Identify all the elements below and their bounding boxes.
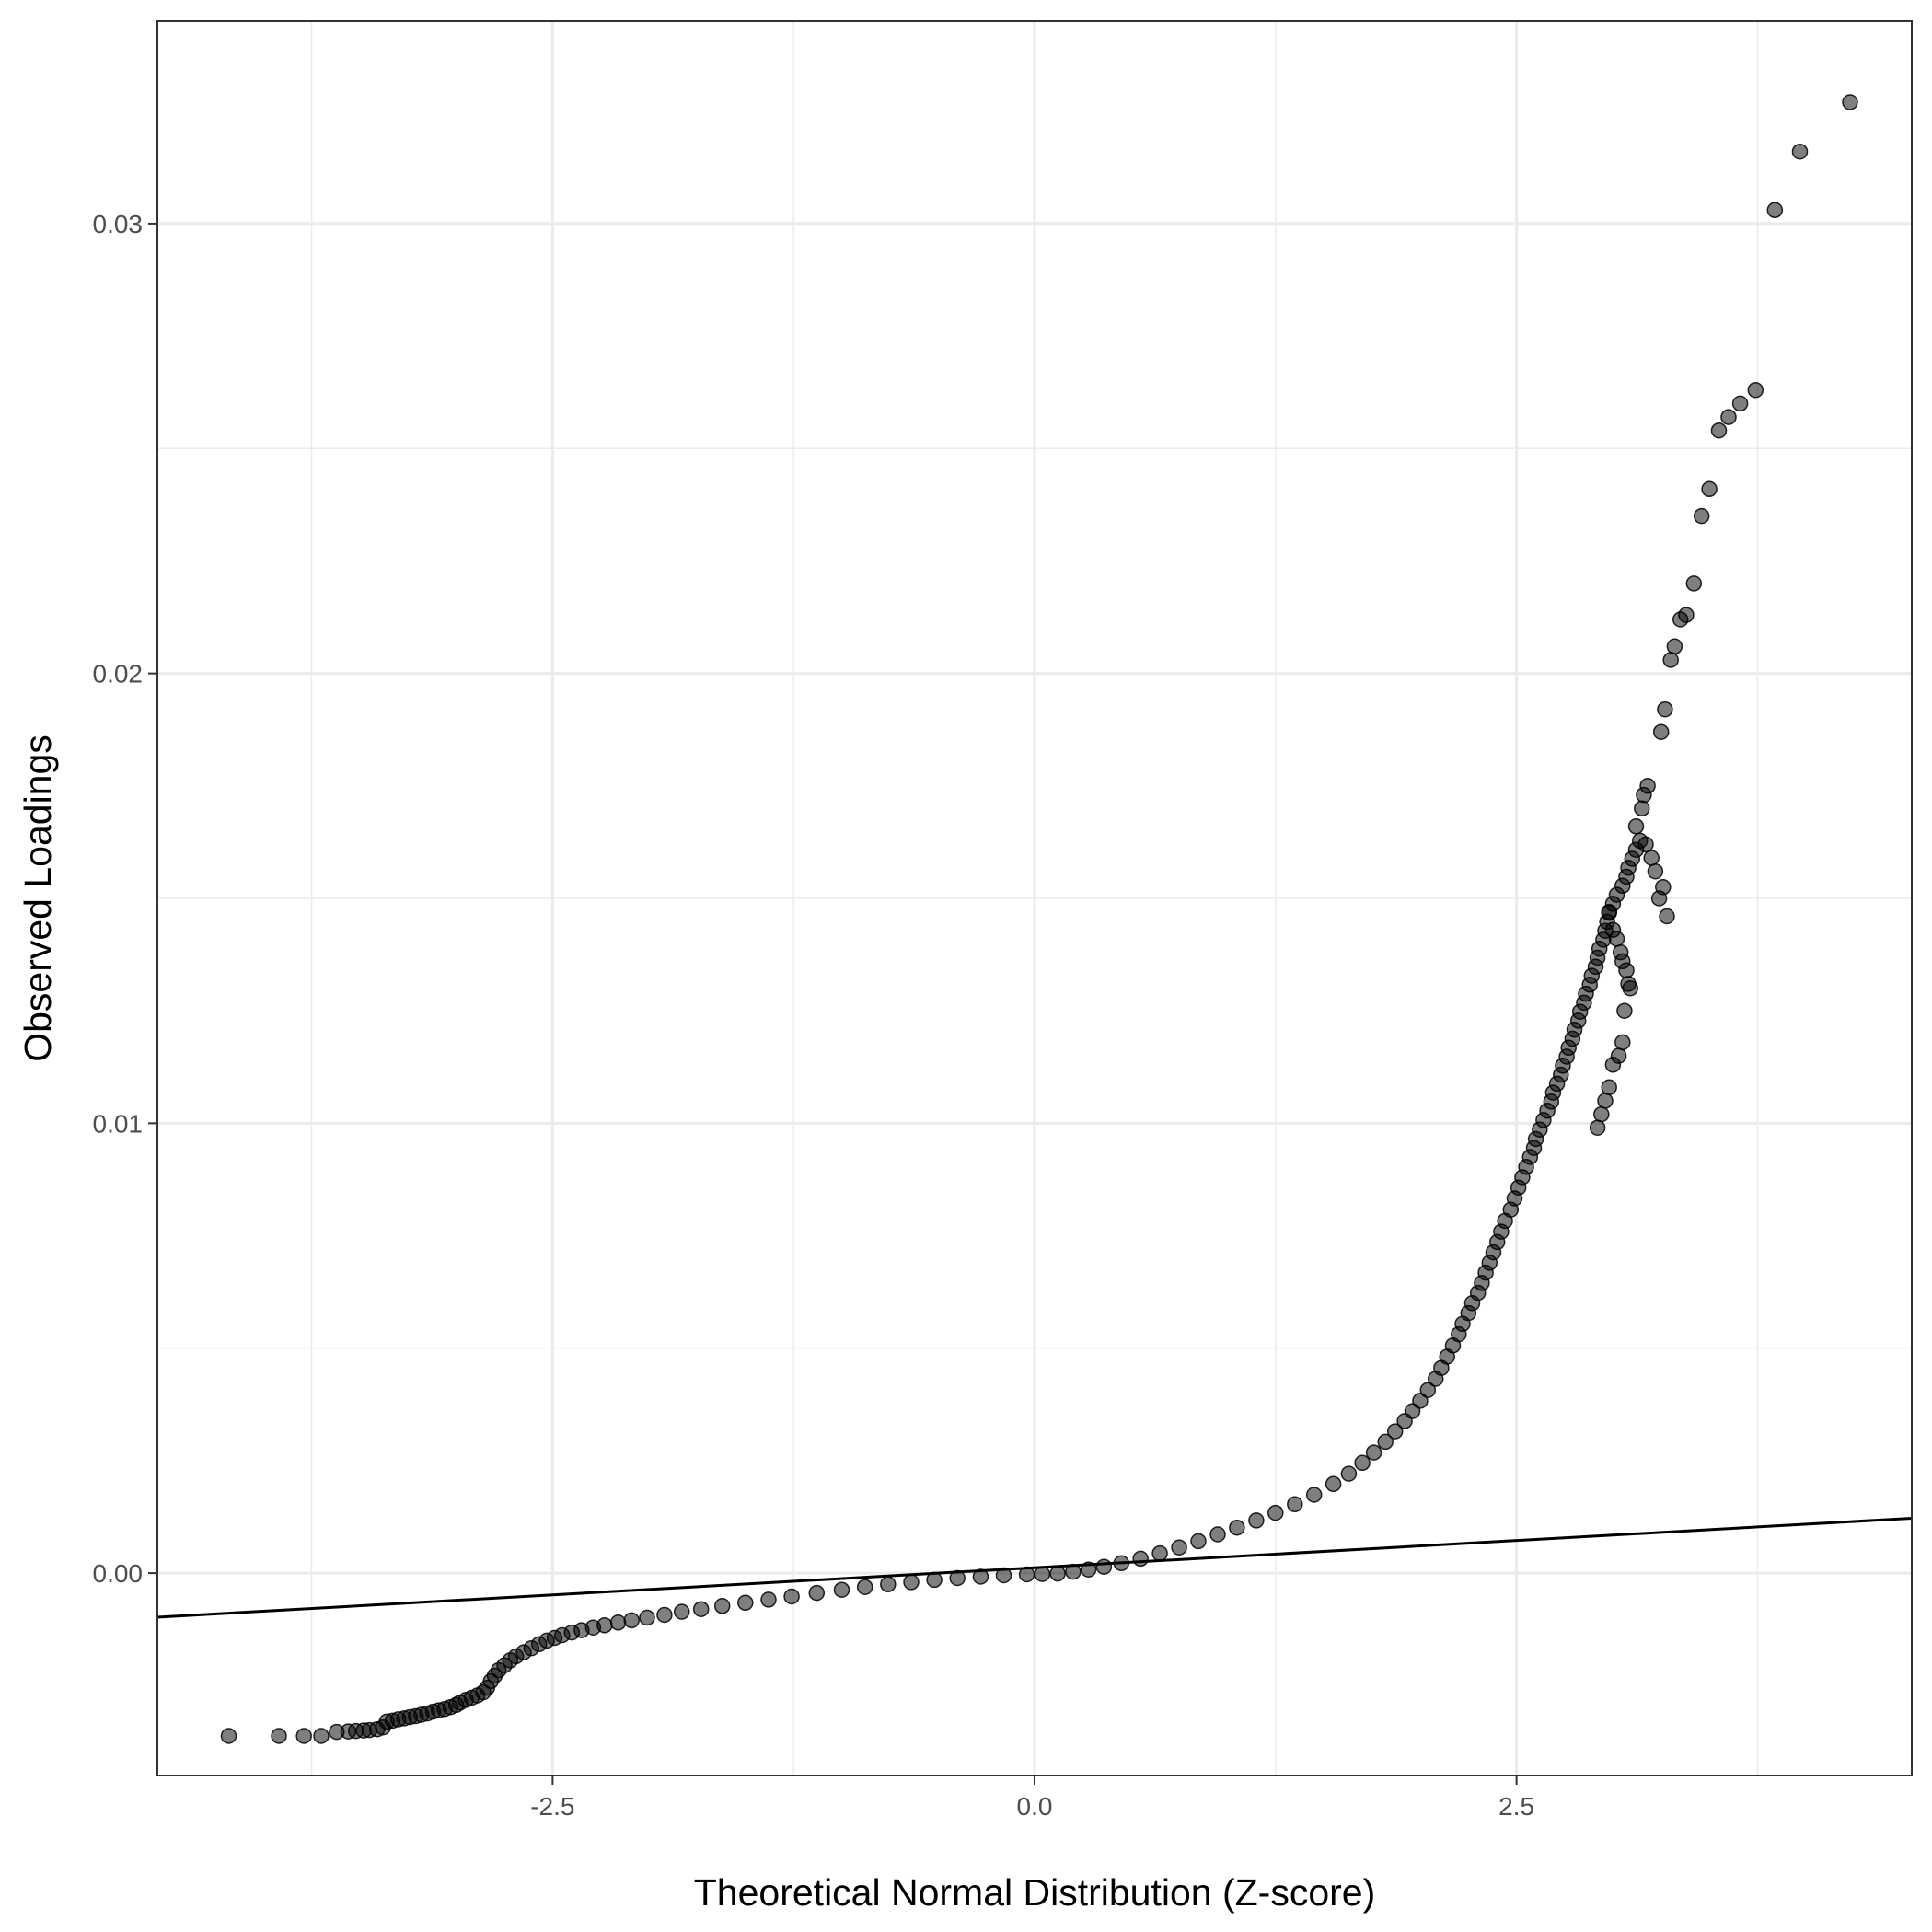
- y-axis: 0.00 0.01 0.02 0.03: [93, 210, 157, 1588]
- data-point: [1614, 1034, 1631, 1051]
- data-point: [1643, 850, 1660, 866]
- data-point: [1639, 778, 1656, 794]
- data-point: [1340, 1465, 1358, 1482]
- data-point: [1647, 862, 1664, 880]
- x-tick-label: -2.5: [530, 1792, 574, 1821]
- data-point: [995, 1567, 1012, 1584]
- data-point: [713, 1598, 731, 1614]
- data-point: [1842, 94, 1858, 110]
- data-point: [639, 1609, 655, 1626]
- data-point: [1377, 1433, 1394, 1451]
- data-point: [1267, 1504, 1284, 1521]
- y-tick-label: 0.01: [93, 1109, 144, 1138]
- y-tick-label: 0.00: [93, 1559, 144, 1588]
- data-point: [1652, 723, 1670, 740]
- data-point: [1593, 1105, 1610, 1123]
- data-point: [1604, 1057, 1622, 1073]
- data-point: [1618, 962, 1635, 978]
- data-point: [1171, 1539, 1187, 1556]
- data-point: [808, 1584, 826, 1602]
- data-point: [596, 1617, 613, 1634]
- y-tick-label: 0.02: [93, 660, 144, 688]
- data-point: [737, 1594, 754, 1612]
- data-point: [1657, 700, 1673, 718]
- x-tick-label: 0.0: [1017, 1792, 1053, 1821]
- data-point: [972, 1568, 989, 1585]
- data-point: [1608, 931, 1625, 947]
- data-point: [1601, 1079, 1617, 1096]
- data-point: [1305, 1487, 1323, 1503]
- data-point: [1747, 381, 1764, 399]
- data-point: [220, 1728, 237, 1744]
- data-point: [313, 1728, 330, 1744]
- data-point: [609, 1614, 627, 1631]
- data-point: [1627, 818, 1645, 835]
- data-point: [1248, 1512, 1265, 1529]
- data-point: [1766, 202, 1784, 219]
- data-point: [1720, 409, 1737, 425]
- data-point: [1685, 575, 1703, 592]
- plot-panel: [156, 20, 1913, 1776]
- data-point: [1731, 395, 1749, 412]
- data-points: [220, 94, 1858, 1744]
- data-point: [1412, 1393, 1429, 1409]
- data-point: [1693, 507, 1710, 525]
- y-axis-title: Observed Loadings: [17, 735, 59, 1062]
- x-axis: -2.5 0.0 2.5: [530, 1776, 1534, 1821]
- data-point: [1666, 638, 1683, 655]
- data-point: [1287, 1496, 1303, 1513]
- data-point: [1151, 1544, 1168, 1562]
- data-point: [1419, 1382, 1437, 1398]
- data-point: [1354, 1454, 1371, 1472]
- data-point: [760, 1591, 777, 1608]
- data-point: [1659, 908, 1675, 925]
- data-point: [1095, 1558, 1113, 1575]
- data-point: [1616, 1002, 1633, 1019]
- data-point: [856, 1579, 873, 1595]
- data-point: [903, 1574, 920, 1591]
- data-point: [1710, 422, 1728, 439]
- data-point: [673, 1603, 690, 1620]
- data-point: [656, 1606, 673, 1624]
- data-point: [1365, 1444, 1382, 1461]
- x-tick-label: 2.5: [1498, 1792, 1534, 1821]
- x-axis-title: Theoretical Normal Distribution (Z-score…: [694, 1871, 1375, 1914]
- data-point: [1589, 1119, 1606, 1136]
- data-point: [1678, 607, 1695, 623]
- data-point: [1634, 800, 1650, 817]
- data-point: [1622, 979, 1638, 997]
- data-point: [1637, 836, 1654, 853]
- data-point: [1655, 879, 1672, 896]
- data-point: [1132, 1550, 1149, 1568]
- data-point: [1791, 143, 1809, 160]
- data-point: [1190, 1533, 1207, 1550]
- data-point: [1601, 903, 1617, 920]
- data-point: [623, 1612, 640, 1629]
- data-point: [880, 1576, 897, 1593]
- data-point: [1662, 652, 1679, 668]
- data-point: [1325, 1475, 1342, 1493]
- y-tick-label: 0.03: [93, 210, 144, 238]
- data-point: [783, 1588, 800, 1605]
- data-point: [1701, 480, 1718, 498]
- data-point: [1229, 1519, 1245, 1536]
- data-point: [692, 1601, 710, 1617]
- data-point: [833, 1581, 850, 1598]
- data-point: [295, 1728, 312, 1744]
- data-point: [1209, 1526, 1226, 1543]
- data-point: [1597, 1093, 1614, 1109]
- data-point: [1049, 1565, 1066, 1582]
- reference-line: [156, 1516, 1913, 1619]
- data-point: [271, 1728, 287, 1744]
- data-point: [1386, 1423, 1404, 1440]
